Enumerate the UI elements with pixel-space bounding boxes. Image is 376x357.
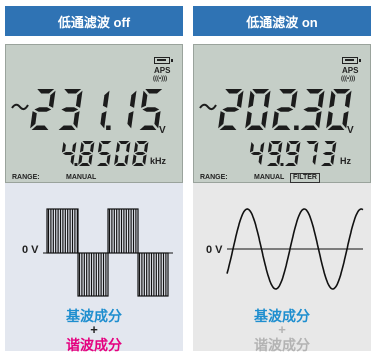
zero-volt-label: 0 V — [22, 244, 39, 256]
sine-curve — [226, 208, 364, 290]
main-unit: V — [347, 125, 354, 136]
lcd-display: APS (((•))) V Hz RANGE: MANUAL FILTER — [193, 44, 371, 183]
signal-area: 0 V 基波成分 + 谐波成分 — [5, 183, 183, 353]
range-label: RANGE: — [200, 174, 228, 181]
ac-tilde-icon — [11, 103, 29, 111]
range-value: MANUAL — [66, 174, 97, 181]
main-digit-1 — [245, 89, 271, 130]
sub-digit-3 — [114, 141, 131, 166]
harmonic-label: 谐波成分 — [66, 337, 122, 353]
aps-label: APS — [154, 66, 171, 75]
range-value: MANUAL — [254, 174, 285, 181]
main-digit-1 — [58, 89, 83, 130]
zero-volt-label: 0 V — [206, 244, 223, 256]
ac-tilde-icon — [199, 103, 217, 111]
pwm-pulse-positive — [46, 208, 79, 254]
lcd-display: APS (((•))) V kHz RANGE: MANUAL — [5, 44, 183, 183]
radio-icon: (((•))) — [153, 76, 168, 82]
main-digit-2 — [100, 90, 110, 129]
sub-digit-0 — [61, 142, 77, 165]
main-digit-0 — [218, 89, 244, 130]
battery-icon — [342, 57, 361, 64]
main-digit-0 — [30, 89, 56, 130]
aps-label: APS — [342, 66, 359, 75]
main-unit: V — [159, 125, 166, 136]
sub-decimal-point — [74, 163, 78, 166]
main-digit-2 — [272, 89, 298, 130]
signal-area: 0 V 基波成分 + 谐波成分 — [193, 183, 371, 353]
sine-waveform — [226, 208, 364, 290]
main-decimal-point — [106, 125, 111, 130]
sub-digit-0 — [249, 142, 265, 165]
sub-digit-3 — [306, 141, 319, 165]
radio-icon: (((•))) — [341, 76, 356, 82]
range-label: RANGE: — [12, 174, 40, 181]
fundamental-label: 基波成分 — [254, 308, 310, 324]
main-digit-4 — [326, 89, 352, 130]
lcd-segments — [11, 89, 163, 166]
pwm-waveform — [43, 208, 173, 297]
sub-digit-4 — [132, 141, 149, 166]
sub-unit: Hz — [340, 156, 351, 166]
battery-icon — [154, 57, 173, 64]
main-digit-3 — [127, 90, 137, 129]
sub-digit-2 — [285, 141, 301, 166]
pwm-pulse-positive — [107, 208, 139, 254]
plus-sign: + — [90, 322, 98, 337]
panel-filter-off: 低通滤波 off APS (((•))) V kHz RANGE: MANUAL… — [5, 6, 183, 353]
main-digit-3 — [300, 89, 325, 130]
sub-decimal-point — [280, 163, 284, 166]
harmonic-label-faded: 谐波成分 — [254, 337, 310, 353]
fundamental-label: 基波成分 — [66, 308, 122, 324]
lcd-segments — [199, 89, 352, 166]
pwm-pulse-negative — [77, 252, 109, 297]
main-digit-4 — [139, 89, 163, 130]
plus-sign: + — [278, 322, 286, 337]
sub-digit-2 — [97, 141, 112, 166]
panel-filter-on: 低通滤波 on APS (((•))) V Hz RANGE: MANUAL F… — [193, 6, 371, 353]
sub-digit-4 — [321, 141, 337, 166]
sub-digit-1 — [267, 141, 283, 166]
panel-header: 低通滤波 off — [5, 6, 183, 36]
main-decimal-point — [294, 125, 299, 130]
panel-header: 低通滤波 on — [193, 6, 371, 36]
sub-unit: kHz — [150, 156, 167, 166]
filter-indicator: FILTER — [290, 173, 320, 183]
pwm-pulse-negative — [137, 252, 169, 297]
sub-digit-1 — [78, 141, 95, 166]
